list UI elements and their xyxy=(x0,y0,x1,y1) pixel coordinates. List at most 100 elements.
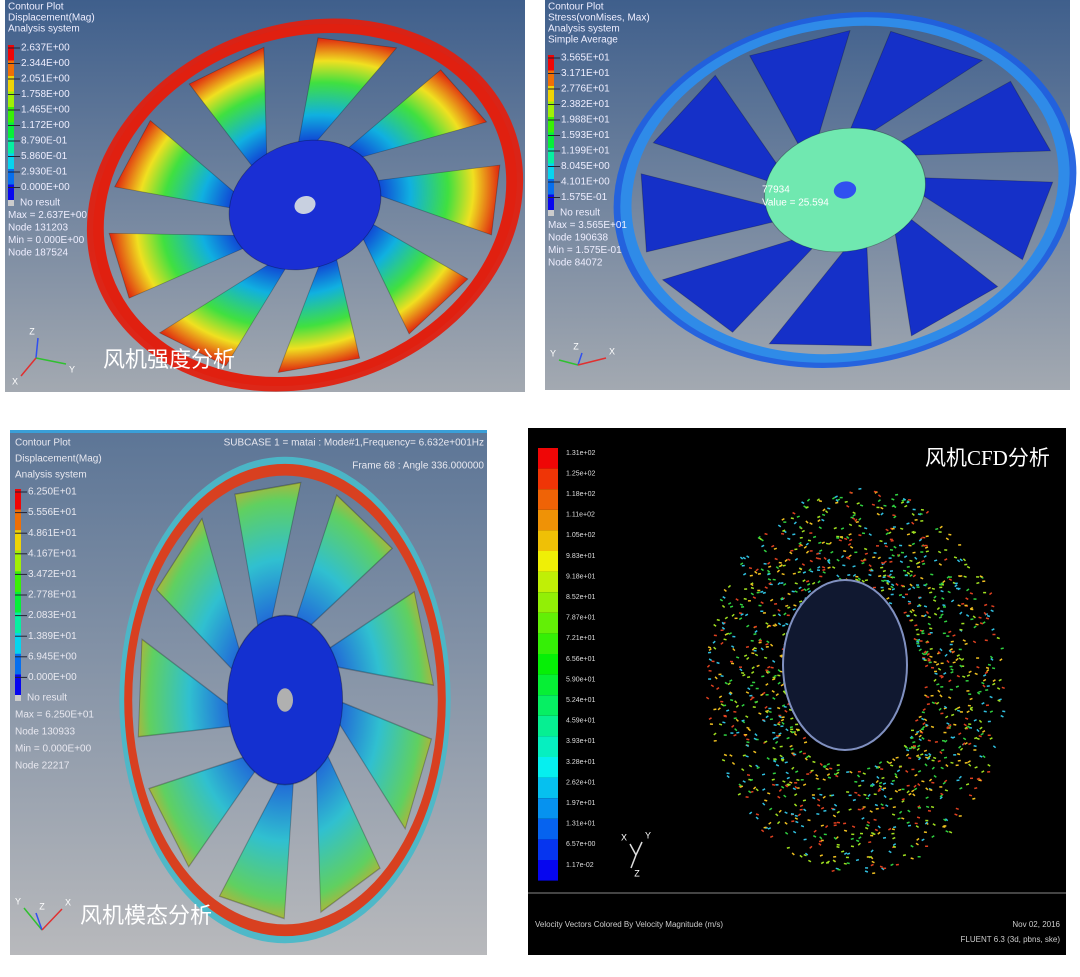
vector xyxy=(832,859,836,863)
axis-arrow xyxy=(35,912,43,931)
vector xyxy=(918,596,922,600)
vector xyxy=(758,604,762,607)
legend-label: 1.17e-02 xyxy=(566,862,594,869)
vector xyxy=(948,649,952,653)
vector xyxy=(790,728,794,731)
vector xyxy=(757,572,762,575)
vector xyxy=(868,569,872,572)
vector xyxy=(777,582,781,586)
vector xyxy=(850,516,854,519)
vector xyxy=(802,736,807,740)
vector xyxy=(927,615,932,619)
vector xyxy=(912,531,917,534)
vector xyxy=(761,675,765,678)
vector xyxy=(725,709,730,712)
vector xyxy=(718,673,722,676)
vector xyxy=(936,683,940,686)
vector xyxy=(799,536,803,539)
vector xyxy=(781,518,785,521)
vector xyxy=(794,548,798,551)
vector xyxy=(874,803,879,807)
vector xyxy=(933,559,938,562)
legend-label: 3.171E+01 xyxy=(561,68,610,79)
fan-center xyxy=(294,195,316,215)
legend-label: 2.930E-01 xyxy=(21,167,68,178)
vector xyxy=(755,813,760,816)
vector xyxy=(982,729,986,733)
vector xyxy=(748,790,752,794)
vector xyxy=(769,643,774,647)
vector xyxy=(942,606,946,608)
vector xyxy=(820,824,824,827)
vector xyxy=(890,539,894,542)
vector xyxy=(836,845,840,849)
caption: 风机模态分析 xyxy=(80,903,212,928)
vector xyxy=(802,799,807,802)
fan-center xyxy=(833,181,857,199)
vector xyxy=(939,675,943,677)
vector xyxy=(986,685,990,687)
vector xyxy=(966,690,970,692)
vector xyxy=(933,774,937,778)
vector xyxy=(911,586,916,590)
vector xyxy=(767,624,771,628)
fan-ring-front xyxy=(93,23,517,387)
vector xyxy=(957,604,961,607)
vector xyxy=(747,687,751,691)
vector xyxy=(804,757,808,761)
vector xyxy=(803,838,807,841)
vector xyxy=(926,703,930,706)
vector xyxy=(922,562,926,565)
vector xyxy=(956,654,960,657)
axis-label: Y xyxy=(69,364,75,374)
vector xyxy=(948,533,952,536)
vector xyxy=(858,517,862,521)
vector xyxy=(959,628,963,631)
vector xyxy=(778,714,782,717)
vector xyxy=(771,778,775,781)
vector xyxy=(881,561,885,565)
vector xyxy=(713,732,717,736)
vector xyxy=(901,596,906,599)
vector xyxy=(893,515,897,519)
vector xyxy=(761,773,766,776)
vector xyxy=(777,608,781,612)
vector xyxy=(906,821,910,824)
axis-label: Y xyxy=(550,348,556,358)
no-result: No result xyxy=(20,198,60,209)
vector xyxy=(764,586,768,589)
vector xyxy=(992,682,996,686)
vector xyxy=(942,781,946,785)
vector xyxy=(839,535,843,538)
vector xyxy=(819,840,823,843)
legend-label: 5.556E+01 xyxy=(28,507,77,518)
vector xyxy=(784,784,789,788)
vector xyxy=(931,759,935,762)
vector xyxy=(968,693,972,695)
vector xyxy=(768,582,772,585)
vector xyxy=(755,816,759,820)
vector xyxy=(883,579,887,582)
vector xyxy=(925,650,929,654)
vector xyxy=(825,767,829,771)
vector xyxy=(899,544,903,547)
vector xyxy=(877,825,881,829)
vector xyxy=(731,645,735,649)
legend-swatch xyxy=(538,571,558,593)
vector xyxy=(964,761,968,764)
vector xyxy=(904,574,908,577)
legend-label: 1.31e+02 xyxy=(566,450,595,457)
vector xyxy=(892,845,897,848)
legend-label: 1.172E+00 xyxy=(21,120,70,131)
vector xyxy=(816,813,820,815)
vector xyxy=(755,764,759,768)
legend-swatch xyxy=(8,107,14,123)
vector xyxy=(985,666,990,670)
legend-swatch xyxy=(15,509,21,531)
vector xyxy=(803,588,807,592)
vector xyxy=(733,717,737,720)
vector xyxy=(925,819,929,822)
vector xyxy=(836,821,841,824)
vector xyxy=(982,674,987,677)
vector xyxy=(915,825,920,828)
